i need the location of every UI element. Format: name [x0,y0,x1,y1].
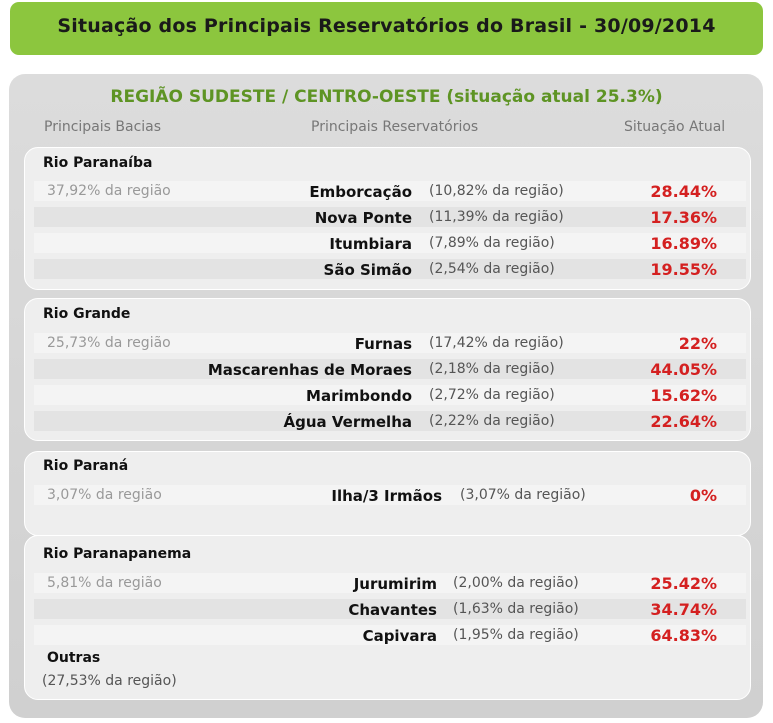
reservoir-share: (2,22% da região) [429,413,555,429]
reservoir-status: 25.42% [650,574,717,593]
table-row-strip [34,625,746,645]
table-row-strip [34,359,746,379]
reservoir-status: 22.64% [650,412,717,431]
column-header-status: Situação Atual [624,119,726,135]
reservoir-status: 34.74% [650,600,717,619]
reservoir-share: (11,39% da região) [429,209,564,225]
reservoir-name: Capivara [362,627,437,645]
others-share: (27,53% da região) [42,673,177,689]
basin-share: 25,73% da região [47,335,171,351]
table-row-strip [34,411,746,431]
reservoir-status: 28.44% [650,182,717,201]
column-header-basins: Principais Bacias [44,119,162,135]
basin-name: Rio Paranaíba [43,155,153,171]
reservoir-name: Jurumirim [353,575,437,593]
title-bar: Situação dos Principais Reservatórios do… [10,2,763,55]
reservoir-name: Chavantes [348,601,437,619]
reservoir-status: 17.36% [650,208,717,227]
reservoir-status: 22% [678,334,717,353]
reservoir-status: 64.83% [650,626,717,645]
table-row-strip [34,233,746,253]
page-title: Situação dos Principais Reservatórios do… [57,15,716,37]
basin-share: 37,92% da região [47,183,171,199]
reservoir-name: Água Vermelha [283,413,412,431]
others-label: Outras [47,650,101,666]
table-row-strip [34,333,746,353]
reservoir-share: (1,63% da região) [453,601,579,617]
table-row-strip [34,259,746,279]
reservoir-share: (3,07% da região) [460,487,586,503]
reservoir-status: 0% [689,486,717,505]
reservoir-status: 44.05% [650,360,717,379]
basin-share: 3,07% da região [47,487,162,503]
reservoir-share: (2,72% da região) [429,387,555,403]
reservoir-name: Itumbiara [329,235,412,253]
table-row-strip [34,485,746,505]
reservoir-status: 16.89% [650,234,717,253]
table-row-strip [34,573,746,593]
reservoir-share: (2,18% da região) [429,361,555,377]
column-header-reservoirs: Principais Reservatórios [311,119,479,135]
reservoir-status: 19.55% [650,260,717,279]
basin-share: 5,81% da região [47,575,162,591]
reservoir-share: (1,95% da região) [453,627,579,643]
reservoir-status: 15.62% [650,386,717,405]
table-row-strip [34,207,746,227]
reservoir-share: (17,42% da região) [429,335,564,351]
reservoir-name: São Simão [323,261,412,279]
reservoir-name: Emborcação [309,183,412,201]
reservoir-share: (10,82% da região) [429,183,564,199]
region-title: REGIÃO SUDESTE / CENTRO-OESTE (situação … [110,87,663,107]
basin-name: Rio Grande [43,306,131,322]
table-row-strip [34,181,746,201]
reservoir-name: Nova Ponte [314,209,412,227]
reservoir-share: (2,00% da região) [453,575,579,591]
reservoir-name: Marimbondo [306,387,412,405]
basin-name: Rio Paranapanema [43,546,192,562]
table-row-strip [34,385,746,405]
reservoir-name: Ilha/3 Irmãos [331,487,442,505]
table-row-strip [34,599,746,619]
reservoir-name: Furnas [354,335,412,353]
reservoir-name: Mascarenhas de Moraes [207,361,412,379]
basin-name: Rio Paraná [43,458,129,474]
reservoir-share: (2,54% da região) [429,261,555,277]
reservoir-share: (7,89% da região) [429,235,555,251]
